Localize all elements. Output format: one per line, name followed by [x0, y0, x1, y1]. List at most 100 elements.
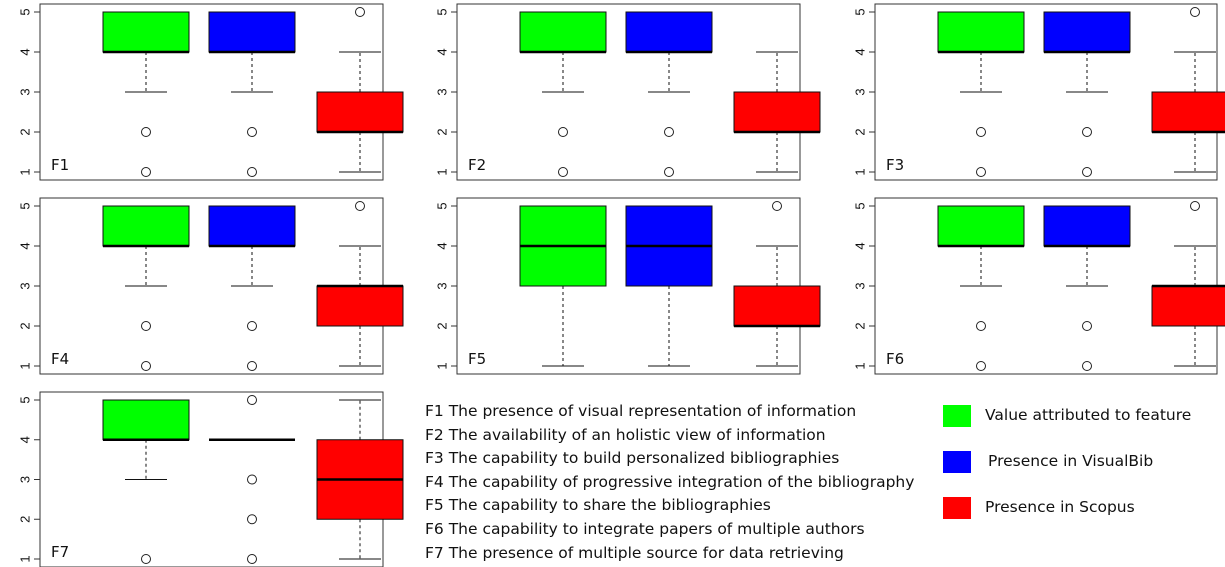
outlier-point — [355, 201, 365, 211]
y-tick-label-f7-1: 1 — [18, 555, 33, 562]
panel-label-f1: F1 — [51, 156, 69, 174]
y-tick-label-f5-2: 2 — [435, 322, 450, 329]
y-tick-label-f3-1: 1 — [853, 168, 868, 175]
feature-description-f6: F6 The capability to integrate papers of… — [425, 519, 865, 538]
outlier-point — [141, 361, 151, 371]
legend-swatch-blue — [943, 451, 971, 473]
y-tick-label-f5-3: 3 — [435, 282, 450, 289]
box-f2-2 — [625, 11, 713, 177]
y-tick-label-f3-4: 4 — [853, 48, 868, 55]
box-f3-1 — [937, 11, 1025, 177]
box-f2-3 — [733, 51, 821, 173]
outlier-point — [247, 167, 257, 177]
box-f1-1 — [102, 11, 190, 177]
panel-f7: 1 2 3 4 5 F7 — [18, 391, 404, 567]
y-tick-label-f4-1: 1 — [18, 362, 33, 369]
box-f3-3 — [1151, 7, 1225, 173]
feature-description-f3: F3 The capability to build personalized … — [425, 449, 840, 468]
box-f1-2 — [208, 11, 296, 177]
box-body — [1043, 11, 1131, 53]
legend-swatch-red — [943, 497, 971, 519]
panel-f1: 1 2 3 4 5 F1 — [18, 3, 404, 181]
outlier-point — [772, 201, 782, 211]
y-tick-label-f6-2: 2 — [853, 322, 868, 329]
feature-description-f2: F2 The availability of an holistic view … — [425, 425, 826, 444]
y-tick-label-f2-4: 4 — [435, 48, 450, 55]
box-body — [1151, 285, 1225, 327]
box-body — [1151, 91, 1225, 133]
y-tick-label-f5-1: 1 — [435, 362, 450, 369]
box-f7-3 — [316, 399, 404, 560]
panel-f5: 1 2 3 4 5 F5 — [435, 197, 821, 375]
panel-label-f7: F7 — [51, 543, 69, 561]
y-tick-label-f1-2: 2 — [18, 128, 33, 135]
outlier-point — [558, 167, 568, 177]
box-f5-2 — [625, 205, 713, 367]
outlier-point — [1082, 361, 1092, 371]
outlier-point — [1082, 127, 1092, 137]
feature-description-f5: F5 The capability to share the bibliogra… — [425, 496, 771, 515]
outlier-point — [976, 321, 986, 331]
outlier-point — [247, 554, 257, 564]
y-tick-label-f4-4: 4 — [18, 242, 33, 249]
legend-label-scopus: Presence in Scopus — [985, 498, 1135, 516]
y-tick-label-f7-4: 4 — [18, 436, 33, 443]
box-f6-3 — [1151, 201, 1225, 367]
box-f3-2 — [1043, 11, 1131, 177]
legend-item-value: Value attributed to feature — [943, 405, 1225, 427]
box-body — [937, 205, 1025, 247]
y-tick-label-f6-4: 4 — [853, 242, 868, 249]
outlier-point — [247, 474, 257, 485]
box-body — [1043, 205, 1131, 247]
y-tick-label-f4-5: 5 — [18, 202, 33, 209]
outlier-point — [247, 514, 257, 525]
box-body — [102, 399, 190, 441]
box-body — [208, 11, 296, 53]
box-body — [208, 205, 296, 247]
box-f4-3 — [316, 201, 404, 367]
legend-item-visualbib: Presence in VisualBib — [943, 451, 1225, 473]
outlier-point — [976, 127, 986, 137]
box-body — [102, 11, 190, 53]
outlier-point — [1082, 167, 1092, 177]
y-tick-label-f2-1: 1 — [435, 168, 450, 175]
panel-label-f5: F5 — [468, 350, 486, 368]
legend-label-visualbib: Presence in VisualBib — [988, 452, 1154, 470]
y-tick-label-f7-2: 2 — [18, 516, 33, 523]
y-tick-label-f3-3: 3 — [853, 88, 868, 95]
y-tick-label-f1-4: 4 — [18, 48, 33, 55]
y-tick-label-f3-2: 2 — [853, 128, 868, 135]
outlier-point — [355, 7, 365, 17]
outlier-point — [141, 554, 151, 564]
outlier-point — [247, 361, 257, 371]
y-tick-label-f5-5: 5 — [435, 202, 450, 209]
panel-f6: 1 2 3 4 5 F6 — [853, 197, 1225, 375]
box-body — [733, 285, 821, 327]
panel-f2: 1 2 3 4 5 F2 — [435, 3, 821, 181]
y-tick-label-f1-1: 1 — [18, 168, 33, 175]
box-f7-1 — [102, 399, 190, 564]
box-f6-2 — [1043, 205, 1131, 371]
y-tick-label-f7-3: 3 — [18, 476, 33, 483]
box-f5-3 — [733, 201, 821, 367]
box-f6-1 — [937, 205, 1025, 371]
panel-label-f4: F4 — [51, 350, 69, 368]
y-tick-label-f6-3: 3 — [853, 282, 868, 289]
outlier-point — [141, 321, 151, 331]
panel-label-f2: F2 — [468, 156, 486, 174]
box-body — [102, 205, 190, 247]
box-f1-3 — [316, 7, 404, 173]
box-body — [937, 11, 1025, 53]
outlier-point — [141, 167, 151, 177]
outlier-point — [247, 321, 257, 331]
outlier-point — [1190, 7, 1200, 17]
outlier-point — [664, 127, 674, 137]
feature-descriptions: F1 The presence of visual representation… — [425, 400, 925, 565]
y-tick-label-f2-3: 3 — [435, 88, 450, 95]
box-f4-1 — [102, 205, 190, 371]
outlier-point — [558, 127, 568, 137]
box-f5-1 — [519, 205, 607, 367]
legend-item-scopus: Presence in Scopus — [943, 497, 1225, 519]
box-f7-2 — [209, 395, 295, 564]
